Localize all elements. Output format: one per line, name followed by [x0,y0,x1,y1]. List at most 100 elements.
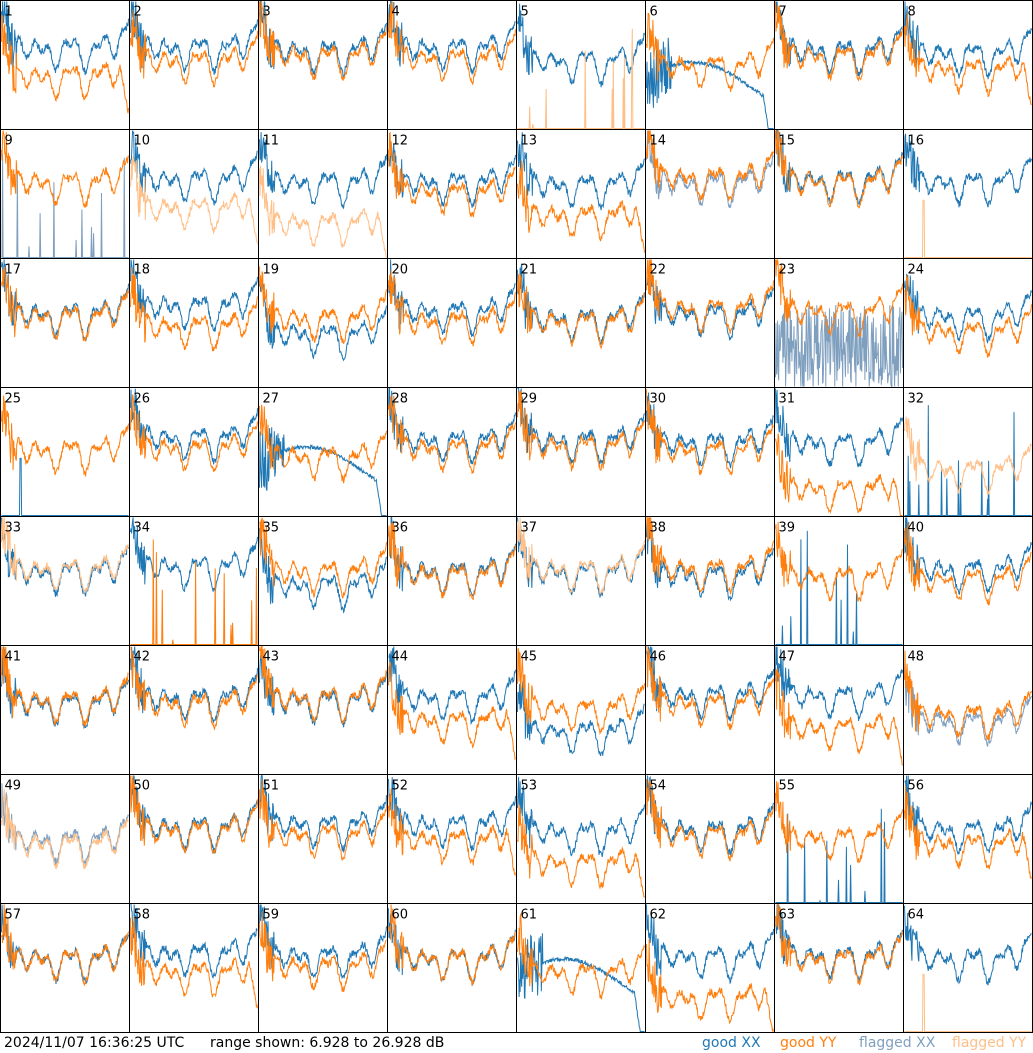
panel-9: 9 [0,129,130,259]
panel-52: 52 [387,774,517,904]
panel-36: 36 [387,516,517,646]
panel-label: 51 [263,779,280,794]
panel-label: 24 [908,263,925,278]
xx-series-line [517,132,645,211]
yy-series-line [130,539,258,645]
xx-series-line [1,904,129,985]
panel-label: 48 [908,650,925,665]
panel-label: 63 [779,908,796,923]
yy-series-line [646,12,774,93]
xx-series-line [646,392,774,469]
panel-frame [258,258,388,388]
panel-51: 51 [258,774,388,904]
panel-frame [258,645,388,775]
panel-3: 3 [258,0,388,130]
xx-series-line [1,457,129,516]
panel-26: 26 [129,387,259,517]
panel-23: 23 [774,258,904,388]
panel-57: 57 [0,903,130,1033]
panel-60: 60 [387,903,517,1033]
panel-16: 16 [903,129,1033,259]
panel-label: 55 [779,779,796,794]
panel-label: 44 [392,650,409,665]
legend-good-yy: good YY [780,1035,837,1051]
panel-label: 64 [908,908,925,923]
yy-series-line [388,395,516,474]
panel-10: 10 [129,129,259,259]
yy-series-line [646,389,774,477]
panel-label: 14 [650,134,667,149]
panel-label: 62 [650,908,667,923]
yy-series-line [1,130,129,208]
panel-frame [903,903,1033,1033]
panel-56: 56 [903,774,1033,904]
panel-frame [903,774,1033,904]
panel-label: 33 [5,521,22,536]
yy-series-line [775,904,903,986]
yy-series-line [259,1,387,81]
yy-series-line [259,911,387,993]
panel-frame [258,903,388,1033]
yy-series-line [517,390,645,473]
panel-frame [387,774,517,904]
panel-59: 59 [258,903,388,1033]
panel-label: 47 [779,650,796,665]
yy-series-line [1,517,129,594]
panel-label: 52 [392,779,409,794]
panel-frame [129,129,259,259]
yy-series-line [259,165,387,258]
panel-frame [387,903,517,1033]
xx-series-line [775,304,903,387]
legend-flagged-xx: flagged XX [859,1035,936,1051]
panel-label: 42 [134,650,151,665]
panel-frame [129,774,259,904]
panel-58: 58 [129,903,259,1033]
yy-series-line [517,273,645,350]
panel-33: 33 [0,516,130,646]
panel-63: 63 [774,903,904,1033]
panel-label: 60 [392,908,409,923]
yy-series-line [904,416,1032,495]
xx-series-line [517,776,645,857]
xx-series-line [775,388,903,468]
panel-label: 34 [134,521,151,536]
panel-61: 61 [516,903,646,1033]
panel-frame [129,645,259,775]
yy-series-line [904,650,1032,741]
panel-label: 41 [5,650,22,665]
xx-series-line [904,133,1032,208]
panel-46: 46 [645,645,775,775]
panel-label: 19 [263,263,280,278]
yy-series-line [130,9,258,88]
panel-11: 11 [258,129,388,259]
yy-series-line [775,781,903,863]
panel-label: 31 [779,392,796,407]
panel-45: 45 [516,645,646,775]
panel-frame [774,387,904,517]
yy-series-line [517,804,645,898]
xx-series-line [388,388,516,465]
panel-label: 53 [521,779,538,794]
panel-31: 31 [774,387,904,517]
yy-series-line [130,646,258,731]
xx-series-line [904,273,1032,344]
panel-frame [258,129,388,259]
xx-series-line [130,904,258,979]
xx-series-line [130,1,258,75]
panel-20: 20 [387,258,517,388]
panel-48: 48 [903,645,1033,775]
panel-12: 12 [387,129,517,259]
xx-series-line [517,3,645,88]
panel-label: 23 [779,263,796,278]
panel-2: 2 [129,0,259,130]
panel-frame [645,516,775,646]
panel-frame [0,903,130,1033]
yy-series-line [904,199,1032,258]
panel-30: 30 [645,387,775,517]
panel-frame [129,516,259,646]
panel-frame [387,387,517,517]
panel-label: 25 [5,392,22,407]
xx-series-line [259,904,387,980]
yy-series-line [259,404,387,484]
